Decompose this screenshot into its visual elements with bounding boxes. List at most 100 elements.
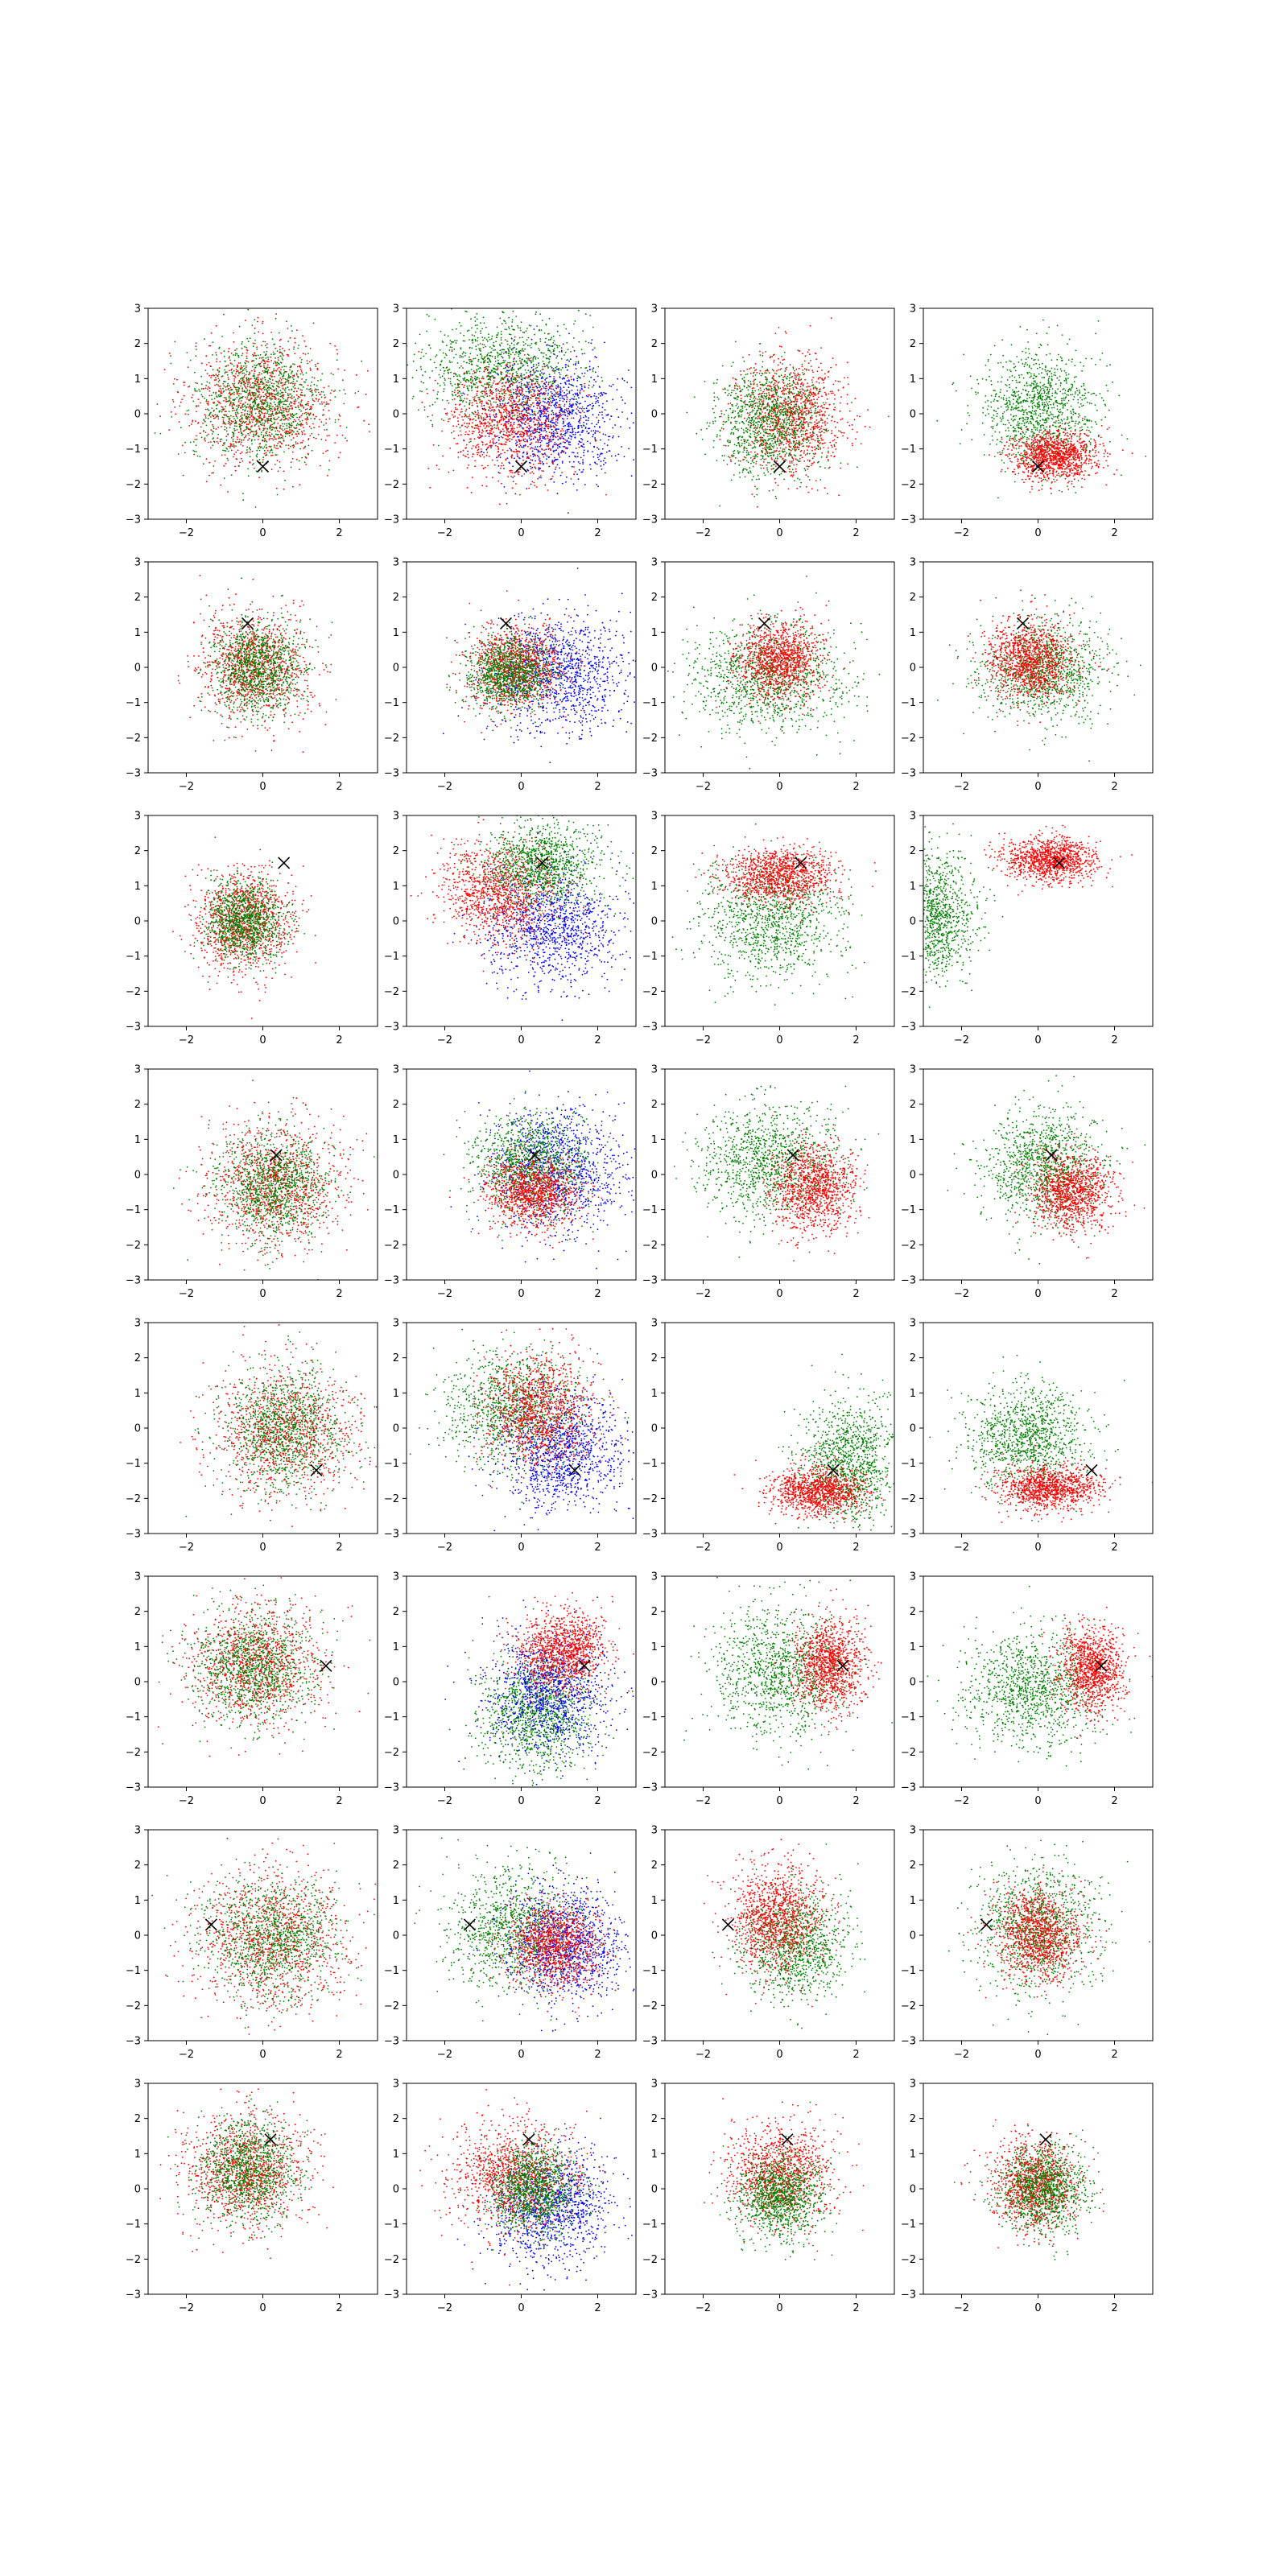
scatter-point xyxy=(205,431,207,433)
scatter-point xyxy=(462,357,464,358)
scatter-point xyxy=(469,347,471,349)
scatter-point xyxy=(534,328,535,330)
scatter-point xyxy=(277,410,279,411)
scatter-point xyxy=(548,345,550,346)
scatter-point xyxy=(543,438,545,440)
scatter-point xyxy=(248,395,250,397)
scatter-point xyxy=(216,384,217,386)
scatter-point xyxy=(200,402,201,404)
scatter-point xyxy=(194,439,196,440)
scatter-point xyxy=(263,435,265,436)
scatter-point xyxy=(266,441,267,443)
scatter-point xyxy=(454,411,456,413)
scatter-point xyxy=(582,353,584,355)
scatter-point xyxy=(236,397,237,398)
scatter-point xyxy=(269,385,270,386)
scatter-point xyxy=(248,341,250,342)
scatter-point xyxy=(561,358,563,360)
scatter-point xyxy=(312,360,313,361)
scatter-point xyxy=(497,455,499,456)
scatter-point xyxy=(253,434,254,436)
scatter-point xyxy=(275,398,276,400)
scatter-point xyxy=(450,383,452,385)
scatter-point xyxy=(258,377,259,378)
scatter-point xyxy=(312,390,313,391)
scatter-point xyxy=(312,433,313,435)
scatter-point xyxy=(525,386,526,388)
scatter-point xyxy=(196,405,197,407)
scatter-point xyxy=(275,370,276,372)
scatter-point xyxy=(312,404,314,406)
scatter-point xyxy=(294,384,295,386)
scatter-point xyxy=(220,485,221,486)
scatter-point xyxy=(545,390,547,392)
scatter-point xyxy=(543,369,544,370)
scatter-point xyxy=(477,390,479,392)
scatter-point xyxy=(254,397,256,398)
scatter-point xyxy=(589,443,591,444)
scatter-point xyxy=(551,352,552,353)
scatter-point xyxy=(275,388,277,390)
scatter-point xyxy=(233,392,235,394)
scatter-point xyxy=(444,357,446,359)
scatter-point xyxy=(240,378,242,380)
scatter-point xyxy=(460,431,461,432)
scatter-point xyxy=(530,362,532,364)
scatter-point xyxy=(569,461,571,463)
scatter-point xyxy=(413,361,415,362)
scatter-point xyxy=(296,394,298,396)
scatter-point xyxy=(270,360,272,361)
scatter-point xyxy=(500,379,502,381)
scatter-point xyxy=(560,369,562,371)
scatter-point xyxy=(204,421,206,423)
scatter-point xyxy=(324,387,325,389)
scatter-point xyxy=(480,348,481,349)
scatter-point xyxy=(305,409,307,411)
scatter-point xyxy=(283,369,285,371)
scatter-point xyxy=(286,401,287,402)
scatter-point xyxy=(466,371,468,373)
scatter-point xyxy=(517,473,518,474)
scatter-point xyxy=(299,424,301,426)
scatter-point xyxy=(318,434,320,436)
scatter-point xyxy=(213,415,215,417)
scatter-point xyxy=(517,352,518,353)
scatter-point xyxy=(462,353,464,355)
scatter-point xyxy=(269,372,270,374)
scatter-point xyxy=(242,409,244,411)
scatter-point xyxy=(523,440,525,442)
scatter-point xyxy=(305,464,307,465)
scatter-point xyxy=(368,423,369,425)
scatter-point xyxy=(414,353,415,355)
scatter-point xyxy=(272,385,274,386)
scatter-point xyxy=(255,419,257,420)
scatter-point xyxy=(485,477,487,478)
scatter-point xyxy=(279,346,281,348)
scatter-point xyxy=(491,370,493,372)
scatter-point xyxy=(568,423,569,424)
scatter-point xyxy=(208,345,210,347)
scatter-point xyxy=(217,375,218,377)
scatter-point xyxy=(578,361,580,362)
scatter-point xyxy=(592,349,594,351)
scatter-point xyxy=(618,436,620,438)
scatter-point xyxy=(526,411,527,413)
scatter-point xyxy=(547,445,548,447)
scatter-point xyxy=(551,478,553,480)
scatter-point xyxy=(283,403,285,405)
scatter-point xyxy=(464,355,466,357)
scatter-point xyxy=(562,437,564,439)
scatter-point xyxy=(484,367,485,369)
scatter-point xyxy=(531,481,533,482)
scatter-point xyxy=(242,493,244,494)
scatter-point xyxy=(584,447,585,448)
scatter-point xyxy=(568,456,570,457)
scatter-point xyxy=(225,389,227,390)
scatter-point xyxy=(336,349,338,351)
scatter-point xyxy=(551,393,553,394)
scatter-point xyxy=(534,448,535,450)
scatter-point xyxy=(179,421,180,423)
scatter-point xyxy=(552,412,554,414)
scatter-point xyxy=(267,419,269,421)
scatter-point xyxy=(287,431,289,432)
